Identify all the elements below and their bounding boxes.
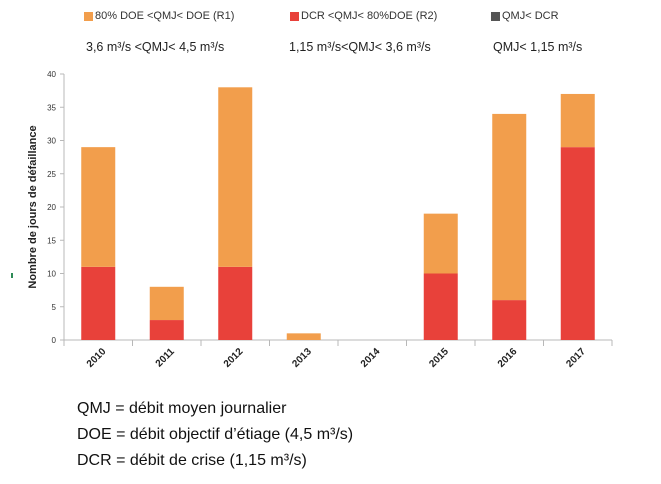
legend-label-crisis: QMJ< DCR bbox=[502, 10, 559, 22]
definition-dcr: DCR = débit de crise (1,15 m³/s) bbox=[77, 452, 307, 469]
y-tick-label: 15 bbox=[47, 236, 56, 245]
bar-2010-series-0 bbox=[81, 266, 116, 340]
bar-2015-series-1 bbox=[423, 213, 458, 274]
legend-sublabel-crisis: QMJ< 1,15 m³/s bbox=[493, 40, 583, 54]
y-axis-title: Nombre de jours de défaillance bbox=[27, 125, 39, 288]
chart-legend: 80% DOE <QMJ< DOE (R1) DCR <QMJ< 80%DOE … bbox=[0, 0, 661, 60]
bar-2012-series-1 bbox=[218, 87, 253, 267]
legend-sublabel-r1: 3,6 m³/s <QMJ< 4,5 m³/s bbox=[86, 40, 225, 54]
x-tick-label: 2012 bbox=[222, 346, 246, 370]
bar-2011-series-0 bbox=[149, 320, 184, 340]
x-tick-label: 2013 bbox=[290, 346, 314, 370]
legend-swatch-r2 bbox=[290, 11, 299, 21]
bar-2017-series-1 bbox=[560, 93, 595, 148]
bar-2012-series-0 bbox=[218, 266, 253, 340]
y-tick-label: 20 bbox=[47, 203, 56, 212]
x-tick-label: 2010 bbox=[85, 346, 109, 370]
legend-label-r1: 80% DOE <QMJ< DOE (R1) bbox=[95, 10, 235, 22]
bar-2015-series-0 bbox=[423, 273, 458, 340]
y-tick-label: 0 bbox=[52, 336, 57, 345]
bar-2010-series-1 bbox=[81, 147, 116, 267]
margin-marker bbox=[11, 273, 13, 278]
bar-2016-series-1 bbox=[492, 113, 527, 301]
legend-swatch-r1 bbox=[84, 11, 93, 21]
y-tick-label: 5 bbox=[52, 303, 57, 312]
legend-label-r2: DCR <QMJ< 80%DOE (R2) bbox=[301, 10, 438, 22]
x-tick-label: 2011 bbox=[154, 346, 177, 369]
bar-2016-series-0 bbox=[492, 300, 527, 340]
x-tick-label: 2014 bbox=[359, 346, 383, 370]
bar-2017-series-0 bbox=[560, 147, 595, 340]
definition-qmj: QMJ = débit moyen journalier bbox=[77, 400, 287, 417]
definition-doe: DOE = débit objectif d’étiage (4,5 m³/s) bbox=[77, 426, 354, 443]
y-tick-label: 30 bbox=[47, 137, 56, 146]
y-tick-label: 35 bbox=[47, 103, 56, 112]
bar-chart: 0 5 10 15 20 25 30 35 40 Nombre de jours de défai… bbox=[27, 70, 613, 370]
y-tick-label: 25 bbox=[47, 170, 56, 179]
x-tick-label: 2015 bbox=[427, 346, 451, 370]
definitions-block: QMJ = débit moyen journalier DOE = débit… bbox=[77, 396, 353, 474]
bar-2013-series-1 bbox=[286, 333, 321, 340]
legend-swatch-crisis bbox=[491, 11, 500, 21]
y-tick-label: 10 bbox=[47, 270, 56, 279]
legend-sublabel-r2: 1,15 m³/s<QMJ< 3,6 m³/s bbox=[289, 40, 431, 54]
y-tick-label: 40 bbox=[47, 70, 56, 79]
legend-item-crisis: QMJ< DCR bbox=[491, 9, 559, 23]
legend-item-r1: 80% DOE <QMJ< DOE (R1) bbox=[84, 9, 234, 23]
legend-item-r2: DCR <QMJ< 80%DOE (R2) bbox=[290, 9, 437, 23]
bar-2011-series-1 bbox=[149, 286, 184, 321]
x-tick-label: 2016 bbox=[496, 346, 520, 370]
x-tick-label: 2017 bbox=[564, 346, 588, 370]
